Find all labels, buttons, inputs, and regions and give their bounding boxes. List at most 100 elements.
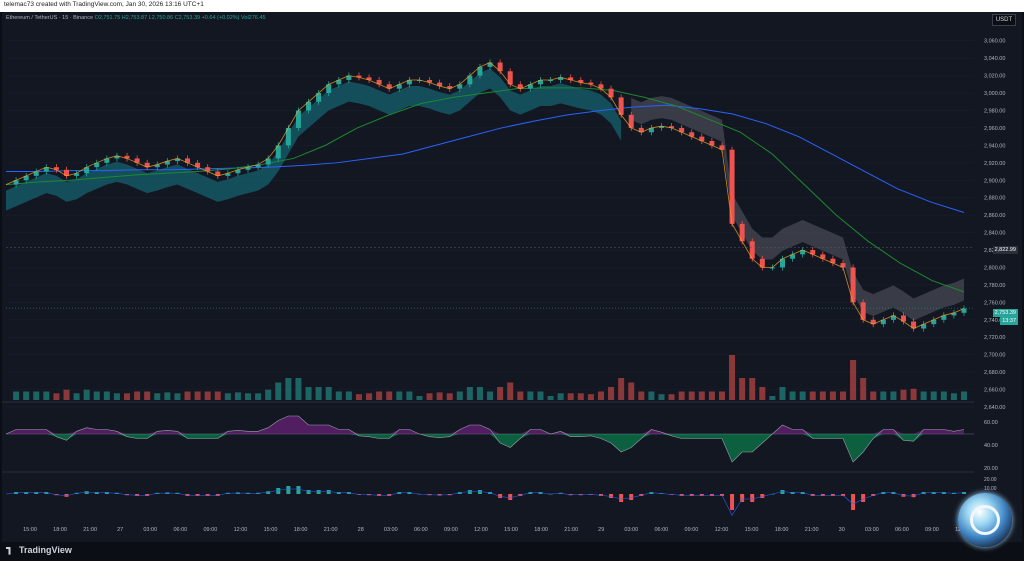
y-tick-label: 2,740.00 [984, 318, 1005, 324]
y-tick-label: 2,760.00 [984, 300, 1005, 306]
candle-body [689, 132, 695, 137]
volume-bar [224, 393, 231, 400]
volume-bar [476, 387, 483, 400]
candle-body [144, 162, 150, 168]
candle-body [336, 79, 342, 85]
volume-bar [487, 391, 494, 400]
y-tick-label: 2,640.00 [984, 405, 1005, 411]
volume-bar [718, 391, 725, 400]
macd-histogram-bar [64, 494, 69, 497]
volume-bar [466, 387, 473, 400]
volume-bar [587, 394, 594, 400]
macd-histogram-bar [780, 490, 785, 494]
x-tick-label: 12:00 [715, 527, 729, 533]
candle-body [235, 169, 241, 174]
currency-badge[interactable]: USDT [992, 14, 1016, 26]
volume-bar [23, 391, 30, 400]
chart-canvas[interactable]: 3,060.00 3,040.00 3,020.00 3,000.00 2,980.00… [2, 12, 1022, 542]
y-tick-label: 2,780.00 [984, 283, 1005, 289]
y-tick-label: 2,700.00 [984, 353, 1005, 359]
volume-bar [880, 391, 887, 400]
candle-body [316, 93, 322, 102]
candle-body [13, 180, 19, 185]
y-tick-label: 2,940.00 [984, 143, 1005, 149]
macd-histogram-bar [467, 490, 472, 494]
ichimoku-cloud-teal [6, 68, 622, 211]
tradingview-logo-text: TradingView [19, 545, 72, 555]
volume-bar [759, 387, 766, 400]
macd-histogram-bar [861, 494, 866, 502]
volume-bar [547, 396, 554, 400]
volume-bar [668, 394, 675, 400]
rsi-overbought-area [6, 416, 964, 434]
volume-bar [144, 391, 151, 400]
candle-body [759, 258, 765, 268]
candle-body [820, 254, 826, 259]
candle-body [810, 250, 816, 255]
y-tick-label: 2,920.00 [984, 161, 1005, 167]
candle-body [285, 127, 291, 146]
candle-body [94, 162, 100, 168]
candle-body [154, 164, 160, 168]
macd-histogram-bar [609, 494, 614, 498]
candle-body [386, 84, 392, 89]
footer-bar [0, 543, 1024, 561]
volume-bar [134, 391, 141, 400]
macd-histogram-bar [901, 494, 906, 497]
volume-bar [920, 391, 927, 400]
macd-histogram-bar [306, 490, 311, 494]
volume-bar [103, 391, 110, 400]
candle-body [517, 84, 523, 89]
macd-histogram-bar [498, 494, 503, 498]
attribution-text: telemac73 created with TradingView.com, … [4, 1, 204, 8]
candle-body [23, 175, 29, 181]
volume-bar [638, 391, 645, 400]
candle-body [124, 155, 130, 159]
candle-body [719, 145, 725, 150]
candle-body [477, 66, 483, 76]
volume-bar [113, 393, 120, 400]
candle-body [84, 167, 90, 174]
volume-bar [608, 387, 615, 400]
x-tick-label: 28 [358, 527, 364, 533]
candle-body [769, 267, 775, 269]
candle-body [900, 315, 906, 322]
volume-bar [819, 391, 826, 400]
candle-body [174, 158, 180, 162]
candle-body [215, 171, 221, 176]
y-tick-label: 2,860.00 [984, 213, 1005, 219]
y-tick-label: 2,660.00 [984, 388, 1005, 394]
x-tick-label: 21:00 [564, 527, 578, 533]
candle-body [427, 79, 433, 83]
y-tick-label: 3,000.00 [984, 91, 1005, 97]
candle-body [860, 302, 866, 320]
candle-body [608, 88, 614, 98]
volume-bar [436, 392, 443, 400]
macd-histogram-bar [477, 490, 482, 494]
x-tick-label: 21:00 [83, 527, 97, 533]
candle-body [134, 158, 140, 163]
candle-body [790, 254, 796, 259]
volume-bar [839, 391, 846, 400]
x-tick-label: 15:00 [264, 527, 278, 533]
volume-bar [275, 382, 282, 400]
candle-body [598, 84, 604, 89]
volume-bar [13, 391, 20, 400]
macd-histogram-bar [266, 491, 271, 494]
candle-body [164, 161, 170, 165]
volume-bar [456, 391, 463, 400]
x-tick-label: 21:00 [324, 527, 338, 533]
candle-body [437, 82, 443, 87]
volume-bar [557, 393, 564, 400]
price-smooth-line [5, 62, 965, 329]
candle-body [961, 308, 967, 313]
candle-body [779, 258, 785, 268]
candle-body [921, 324, 927, 329]
tradingview-logo[interactable]: TradingView [6, 545, 72, 555]
macd-tick-label: 20.00 [984, 477, 997, 483]
volume-bar [33, 391, 40, 400]
candle-body [699, 136, 705, 142]
candle-body [951, 312, 957, 316]
candle-body [376, 79, 382, 85]
candle-body [64, 169, 70, 176]
